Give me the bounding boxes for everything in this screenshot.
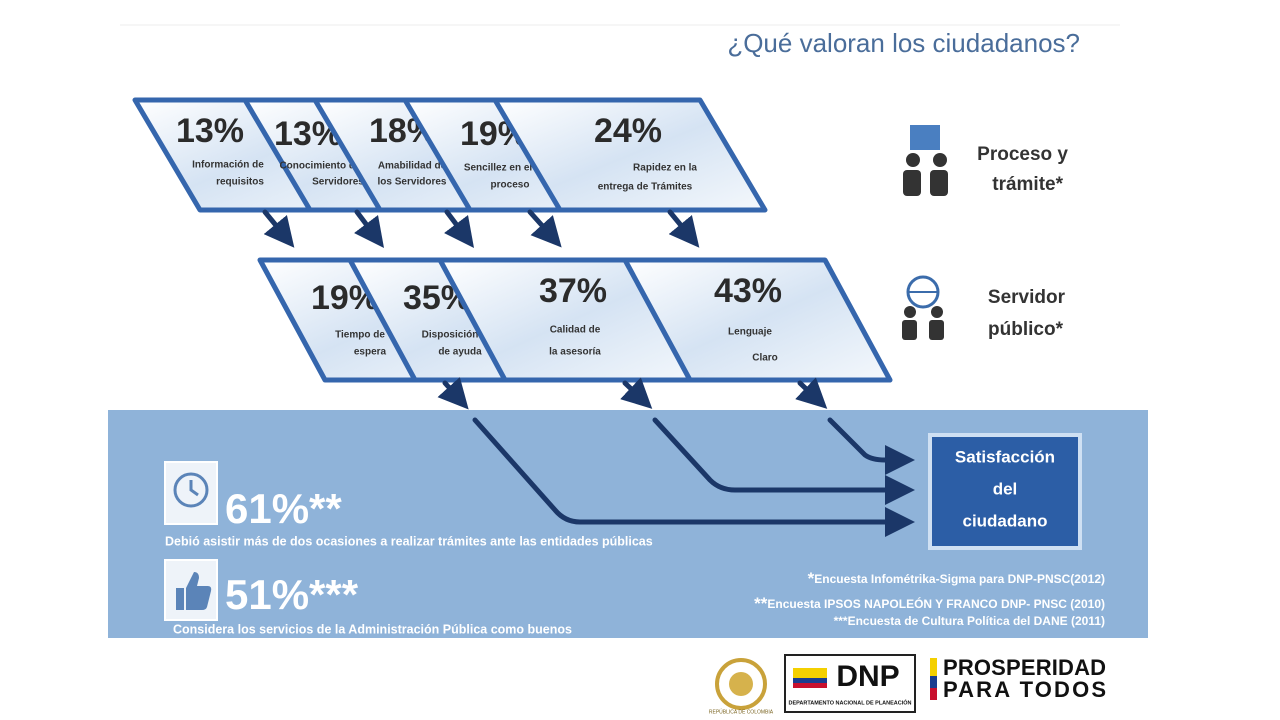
flag-red xyxy=(793,683,827,688)
source-mark: *** xyxy=(834,614,848,628)
card xyxy=(622,257,893,383)
source-text: Encuesta Infométrika-Sigma para DNP-PNSC… xyxy=(814,572,1105,586)
card-label: Lenguaje xyxy=(728,327,772,338)
card-label: entrega de Trámites xyxy=(598,182,693,193)
bar-blue xyxy=(930,676,937,688)
card-label: Conocimiento de xyxy=(279,161,361,172)
arrow xyxy=(827,417,915,475)
arrows xyxy=(262,209,915,537)
card-value: 24% xyxy=(594,112,662,150)
source: **Encuesta IPSOS NAPOLEÓN Y FRANCO DNP- … xyxy=(754,594,1105,613)
stat-value: 51%*** xyxy=(225,571,359,618)
thumb-icon xyxy=(164,559,218,621)
source-mark: * xyxy=(808,569,815,588)
arrow xyxy=(262,209,295,248)
card-label: de ayuda xyxy=(438,347,482,358)
card-label: requisitos xyxy=(216,177,264,188)
arrow xyxy=(652,417,915,505)
source-text: Encuesta de Cultura Política del DANE (2… xyxy=(848,614,1105,628)
slogan: PARA TODOS xyxy=(943,677,1106,702)
card-label: la asesoría xyxy=(549,347,601,358)
card-value: 37% xyxy=(539,272,607,310)
card-label: proceso xyxy=(491,180,530,191)
group-label: Servidor xyxy=(988,287,1066,308)
seal-center xyxy=(729,672,753,696)
card-label: Tiempo de xyxy=(335,330,385,341)
bar-yellow xyxy=(930,658,937,676)
shapes: 13%Información derequisitos13%Conocimien… xyxy=(132,97,893,383)
source: ***Encuesta de Cultura Política del DANE… xyxy=(834,614,1105,628)
card-label: Disposición xyxy=(422,330,479,341)
outcome-line: ciudadano xyxy=(962,511,1047,530)
card-label: los Servidores xyxy=(378,177,447,188)
stat-text: Considera los servicios de la Administra… xyxy=(173,622,572,636)
clock-icon xyxy=(164,461,218,525)
arrow xyxy=(795,377,828,409)
stat-text: Debió asistir más de dos ocasiones a rea… xyxy=(165,534,653,548)
arrow xyxy=(444,209,474,248)
outcome-box xyxy=(928,433,1082,550)
dnp-text: DNP xyxy=(836,660,899,693)
arrow xyxy=(620,377,653,409)
sources: *Encuesta Infométrika-Sigma para DNP-PNS… xyxy=(754,569,1105,628)
source-mark: ** xyxy=(754,594,768,613)
bar-red xyxy=(930,688,937,700)
slogan: PROSPERIDAD xyxy=(943,655,1106,680)
source: *Encuesta Infométrika-Sigma para DNP-PNS… xyxy=(808,569,1105,588)
process-icon xyxy=(903,125,948,196)
card-label: Sencillez en el xyxy=(464,163,533,174)
title: ¿Qué valoran los ciudadanos? xyxy=(727,28,1080,58)
card-label: Servidores xyxy=(312,177,364,188)
arrow xyxy=(527,209,562,248)
card-label: Calidad de xyxy=(550,325,601,336)
dnp-sub: DEPARTAMENTO NACIONAL DE PLANEACIÓN xyxy=(788,698,911,706)
arrow xyxy=(437,377,469,410)
stat-value: 61%** xyxy=(225,485,342,532)
group-label: Proceso y xyxy=(977,144,1068,165)
flag-yellow xyxy=(793,668,827,678)
outcome-line: del xyxy=(993,479,1018,498)
arrow xyxy=(472,417,915,537)
card-label: Rapidez en la xyxy=(633,163,697,174)
card-value: 43% xyxy=(714,272,782,310)
card-label: espera xyxy=(354,347,387,358)
outcome-line: Satisfacción xyxy=(955,447,1055,466)
card-label: Claro xyxy=(752,353,778,364)
group-label: público* xyxy=(988,319,1064,340)
flag-blue xyxy=(793,678,827,683)
card-value: 13% xyxy=(176,112,244,150)
source-text: Encuesta IPSOS NAPOLEÓN Y FRANCO DNP- PN… xyxy=(767,596,1105,611)
arrow xyxy=(354,209,384,248)
seal-text: REPÚBLICA DE COLOMBIA xyxy=(709,708,774,715)
card-label: Amabilidad de xyxy=(378,161,447,172)
card-label: Información de xyxy=(192,160,264,171)
server-icon xyxy=(902,275,944,340)
card xyxy=(492,97,768,213)
arrow xyxy=(667,209,700,248)
group-label: trámite* xyxy=(992,174,1063,195)
